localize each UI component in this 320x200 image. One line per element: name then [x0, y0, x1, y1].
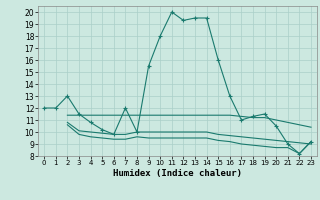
X-axis label: Humidex (Indice chaleur): Humidex (Indice chaleur) — [113, 169, 242, 178]
